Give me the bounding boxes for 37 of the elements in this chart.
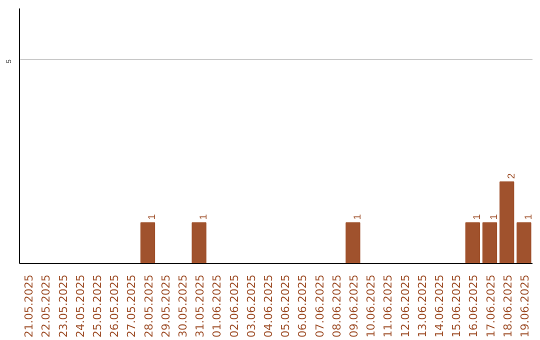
data-label: 2 <box>506 172 518 179</box>
x-tick-label: 14.06.2025 <box>432 274 446 338</box>
x-tick-label: 27.05.2025 <box>125 274 138 338</box>
x-tick-label: 07.06.2025 <box>313 274 326 338</box>
x-tick-label: 04.06.2025 <box>262 274 275 338</box>
x-tick-label: 09.06.2025 <box>347 274 360 338</box>
x-tick-label: 26.05.2025 <box>108 274 122 338</box>
x-tick-label: 25.05.2025 <box>90 274 104 338</box>
x-tick-label: 10.06.2025 <box>364 274 378 338</box>
data-label: 1 <box>472 214 484 220</box>
x-tick-label: 15.06.2025 <box>450 274 464 338</box>
x-tick-label: 11.06.2025 <box>382 274 395 338</box>
x-tick-label: 16.06.2025 <box>467 274 480 338</box>
x-tick-label: 23.05.2025 <box>56 274 70 338</box>
x-tick-label: 17.06.2025 <box>484 274 498 338</box>
x-tick-label: 13.06.2025 <box>416 274 429 338</box>
x-tick-label: 29.05.2025 <box>159 274 172 338</box>
x-tick-label: 22.05.2025 <box>40 274 53 338</box>
x-tick-label: 31.05.2025 <box>194 274 207 338</box>
x-tick-label: 24.05.2025 <box>74 274 87 338</box>
x-tick-label: 02.06.2025 <box>228 274 241 338</box>
x-tick-label: 30.05.2025 <box>176 274 190 338</box>
x-tick-label: 08.06.2025 <box>330 274 344 338</box>
data-label: 1 <box>523 214 534 220</box>
data-label: 1 <box>352 214 364 220</box>
x-tick-label: 19.06.2025 <box>518 274 532 338</box>
x-tick-label: 12.06.2025 <box>398 274 412 338</box>
x-tick-label: 05.06.2025 <box>279 274 292 338</box>
x-tick-label: 06.06.2025 <box>296 274 310 338</box>
x-tick-label: 03.06.2025 <box>244 274 258 338</box>
data-label: 1 <box>489 214 500 220</box>
x-tick-label: 18.06.2025 <box>501 274 514 338</box>
data-label: 1 <box>147 214 158 220</box>
x-tick-label: 21.05.2025 <box>22 274 36 338</box>
x-tick-label: 01.06.2025 <box>210 274 224 338</box>
data-label: 1 <box>198 214 210 220</box>
x-tick-label: 28.05.2025 <box>142 274 156 338</box>
